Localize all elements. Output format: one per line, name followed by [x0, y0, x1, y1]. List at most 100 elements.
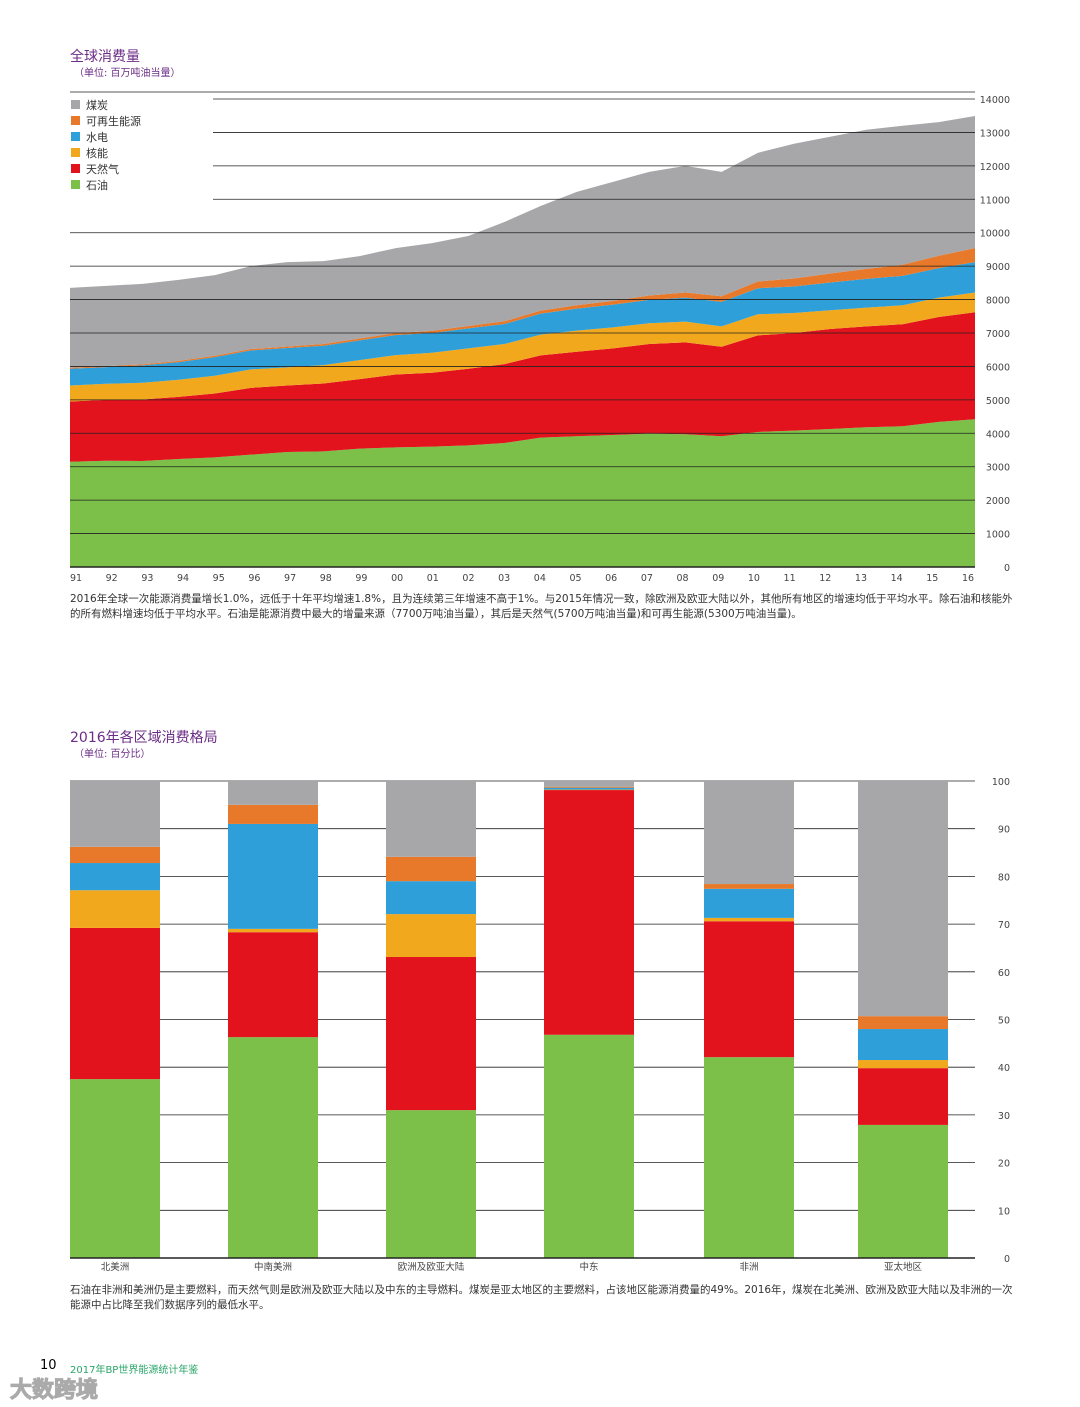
legend-label-coal: 煤炭	[86, 99, 108, 112]
y-tick-label: 1000	[986, 530, 1010, 541]
y-tick-label: 5000	[986, 396, 1010, 407]
bar-segment-gas	[544, 790, 634, 1035]
bar-segment-oil	[704, 1057, 794, 1258]
legend-label-hydro: 水电	[86, 131, 108, 144]
legend-swatch-hydro	[71, 132, 80, 141]
y-tick-label: 6000	[986, 362, 1010, 373]
bar-segment-hydro	[544, 787, 634, 790]
bar-segment-coal	[386, 781, 476, 857]
legend-label-renewables: 可再生能源	[86, 114, 141, 128]
y-tick-label: 10	[998, 1206, 1010, 1217]
x-tick-label: 中南美洲	[254, 1261, 292, 1273]
y-tick-label: 40	[998, 1063, 1010, 1074]
y-tick-label: 2000	[986, 496, 1010, 507]
x-tick-label: 15	[926, 573, 938, 584]
y-tick-label: 20	[998, 1159, 1010, 1170]
bar-segment-nuclear	[386, 914, 476, 958]
bar-segment-renewables	[70, 846, 160, 864]
x-tick-label: 非洲	[739, 1261, 758, 1273]
bar-segment-renewables	[386, 856, 476, 882]
y-tick-label: 9000	[986, 262, 1010, 273]
bar-segment-oil	[228, 1037, 318, 1258]
x-tick-label: 00	[391, 573, 403, 584]
bar-segment-hydro	[704, 888, 794, 918]
x-tick-label: 16	[962, 573, 974, 584]
chart1-title: 全球消费量	[70, 49, 140, 65]
x-tick-label: 01	[427, 573, 439, 584]
x-tick-label: 97	[284, 573, 296, 584]
y-tick-label: 13000	[980, 128, 1010, 139]
bar-segment-nuclear	[228, 928, 318, 933]
bar-segment-renewables	[704, 884, 794, 889]
x-tick-label: 11	[784, 573, 796, 584]
x-tick-label: 05	[569, 573, 581, 584]
stacked-bar-chart: 0 10 20 30 40 50 60 70 80 90 100 北美洲 中南美洲 欧洲及欧亚大陆 中东 非洲…	[70, 777, 1010, 1273]
x-tick-label: 99	[355, 573, 367, 584]
chart1-caption: 2016年全球一次能源消费量增长1.0%，远低于十年平均增速1.8%，且为连续第…	[70, 593, 1013, 620]
x-tick-label: 13	[855, 573, 867, 584]
legend-label-nuclear: 核能	[86, 146, 108, 160]
watermark: 大数跨境	[9, 1378, 99, 1404]
x-tick-label: 91	[70, 573, 82, 584]
area-chart: 煤炭可再生能源水电核能天然气石油010002000300040005000600…	[70, 91, 1010, 584]
x-tick-label: 14	[891, 573, 903, 584]
y-tick-label: 4000	[986, 429, 1010, 440]
bar-segment-coal	[858, 781, 948, 1017]
bar-segment-hydro	[386, 881, 476, 915]
y-tick-label: 60	[998, 968, 1010, 979]
x-tick-label: 94	[177, 573, 189, 584]
x-tick-label: 09	[712, 573, 724, 584]
bar-segment-oil	[858, 1124, 948, 1258]
bar-segment-gas	[858, 1068, 948, 1125]
area-gas	[70, 312, 975, 462]
page-number: 10	[40, 1358, 57, 1373]
bar-segment-renewables	[544, 786, 634, 788]
x-tick-label: 07	[641, 573, 653, 584]
bar-segment-coal	[70, 781, 160, 847]
legend-swatch-oil	[71, 180, 80, 189]
x-tick-label: 06	[605, 573, 617, 584]
bar-segment-hydro	[70, 863, 160, 891]
y-tick-label: 14000	[980, 95, 1010, 106]
y-tick-label: 0	[1004, 1254, 1010, 1265]
y-tick-label: 10000	[980, 229, 1010, 240]
area-hydro	[70, 262, 975, 386]
x-tick-label: 欧洲及欧亚大陆	[398, 1261, 465, 1273]
x-tick-label: 93	[141, 573, 153, 584]
bar-segment-hydro	[228, 823, 318, 929]
area-coal	[70, 116, 975, 368]
x-tick-label: 02	[462, 573, 474, 584]
bar-segment-nuclear	[70, 890, 160, 928]
bar-segment-renewables	[858, 1016, 948, 1030]
x-tick-label: 95	[213, 573, 225, 584]
bar-segment-coal	[704, 781, 794, 885]
bar-segment-gas	[704, 921, 794, 1058]
legend-swatch-renewables	[71, 116, 80, 125]
y-tick-label: 11000	[980, 195, 1010, 206]
y-tick-label: 100	[992, 777, 1010, 788]
y-tick-label: 8000	[986, 296, 1010, 307]
y-tick-label: 0	[1004, 563, 1010, 574]
chart2-caption: 石油在非洲和美洲仍是主要燃料，而天然气则是欧洲及欧亚大陆以及中东的主导燃料。煤炭…	[70, 1284, 1013, 1311]
x-tick-label: 北美洲	[101, 1261, 130, 1273]
y-tick-label: 7000	[986, 329, 1010, 340]
y-tick-label: 50	[998, 1016, 1010, 1027]
y-tick-label: 3000	[986, 463, 1010, 474]
area-nuclear	[70, 292, 975, 402]
bar-segment-nuclear	[704, 917, 794, 922]
bar-segment-coal	[544, 781, 634, 787]
x-tick-label: 92	[106, 573, 118, 584]
legend-swatch-nuclear	[71, 148, 80, 157]
y-tick-label: 80	[998, 872, 1010, 883]
x-tick-label: 12	[819, 573, 831, 584]
area-oil	[70, 419, 975, 567]
bar-segment-nuclear	[858, 1060, 948, 1069]
y-tick-label: 30	[998, 1111, 1010, 1122]
chart1-unit: （单位: 百万吨油当量）	[74, 68, 181, 79]
bar-segment-oil	[544, 1034, 634, 1258]
legend-swatch-coal	[71, 100, 80, 109]
legend-label-gas: 天然气	[86, 162, 119, 176]
bar-segment-hydro	[858, 1029, 948, 1061]
x-tick-label: 08	[677, 573, 689, 584]
bar-segment-gas	[386, 957, 476, 1111]
